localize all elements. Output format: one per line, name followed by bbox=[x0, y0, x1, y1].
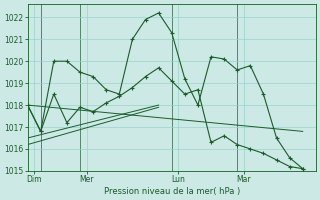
X-axis label: Pression niveau de la mer( hPa ): Pression niveau de la mer( hPa ) bbox=[104, 187, 240, 196]
